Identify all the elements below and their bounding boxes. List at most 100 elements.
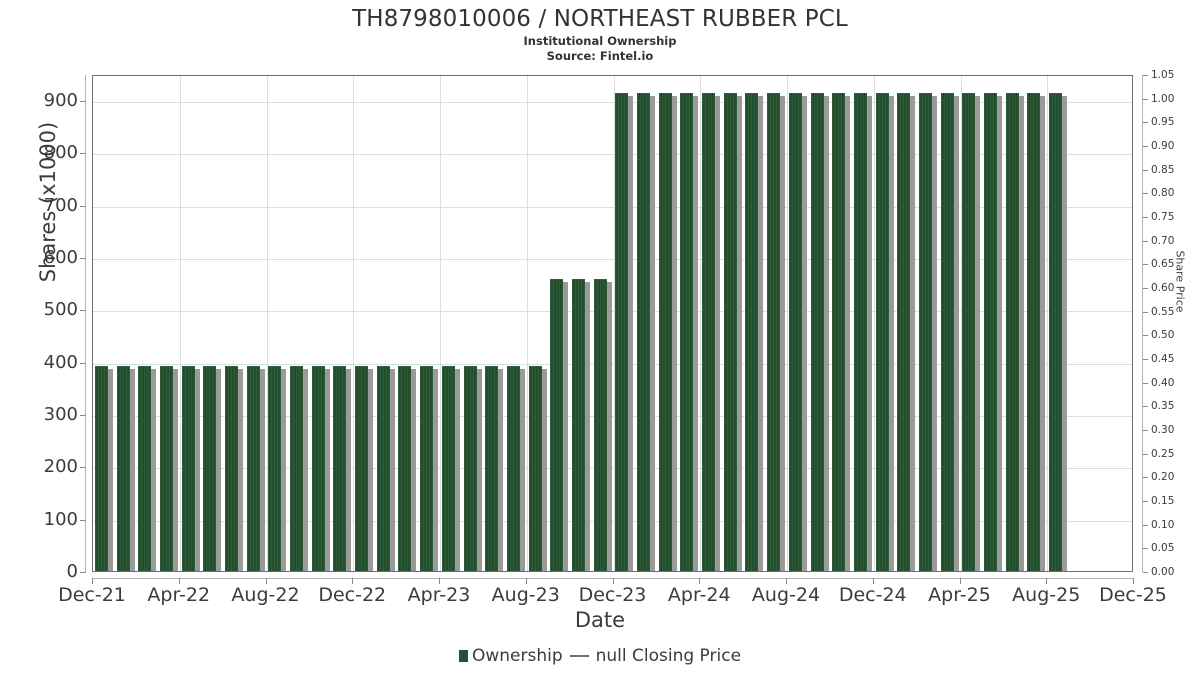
bar-body <box>658 93 672 571</box>
bar-shadow <box>151 368 157 571</box>
bar-shadow <box>736 96 742 571</box>
y-axis-right-tick <box>1143 572 1148 573</box>
bar[interactable] <box>181 365 200 571</box>
gridline-horizontal <box>93 154 1132 156</box>
bar[interactable] <box>159 365 178 571</box>
y-axis-right-tick-label: 0.90 <box>1151 140 1175 152</box>
bar[interactable] <box>940 93 959 571</box>
x-axis-tick-label: Dec-21 <box>58 584 126 606</box>
bar-shadow <box>650 96 656 571</box>
bar-body <box>918 93 932 571</box>
bar[interactable] <box>268 365 287 571</box>
bar[interactable] <box>355 365 374 571</box>
bar[interactable] <box>593 278 612 571</box>
bar[interactable] <box>637 93 656 571</box>
bar-shadow <box>845 96 851 571</box>
gridline-horizontal <box>93 102 1132 104</box>
bar-body <box>767 93 781 571</box>
bar[interactable] <box>550 278 569 571</box>
bar[interactable] <box>506 365 525 571</box>
gridline-vertical <box>179 76 181 571</box>
bar[interactable] <box>246 365 265 571</box>
bar-body <box>1049 93 1063 571</box>
bar-shadow <box>758 96 764 571</box>
bar-body <box>1027 93 1041 571</box>
gridline-vertical <box>1047 76 1049 571</box>
y-axis-right-tick-label: 0.15 <box>1151 495 1175 507</box>
x-axis-tick-label: Apr-25 <box>928 584 991 606</box>
bar-shadow <box>324 368 330 571</box>
bar[interactable] <box>832 93 851 571</box>
bar[interactable] <box>918 93 937 571</box>
bar-shadow <box>801 96 807 571</box>
bar[interactable] <box>615 93 634 571</box>
y-axis-right-tick <box>1143 501 1148 502</box>
bar[interactable] <box>333 365 352 571</box>
y-axis-right-line <box>1142 75 1143 572</box>
bar[interactable] <box>485 365 504 571</box>
bar[interactable] <box>984 93 1003 571</box>
bar[interactable] <box>723 93 742 571</box>
bar[interactable] <box>767 93 786 571</box>
bar-shadow <box>129 368 135 571</box>
gridline-horizontal <box>93 311 1132 313</box>
bar-body <box>485 365 499 571</box>
x-axis-tick <box>178 578 180 584</box>
bar[interactable] <box>463 365 482 571</box>
bar-series-ownership <box>93 76 1132 571</box>
bar[interactable] <box>853 93 872 571</box>
y-axis-right-tick <box>1143 311 1148 313</box>
bar-body <box>875 93 889 571</box>
y-axis-right-tick <box>1143 524 1148 526</box>
bar[interactable] <box>1049 93 1068 571</box>
bar[interactable] <box>1027 93 1046 571</box>
y-axis-right-tick <box>1143 122 1148 124</box>
bar[interactable] <box>658 93 677 571</box>
legend-label-closing-price: null Closing Price <box>595 646 742 666</box>
bar-body <box>311 365 325 571</box>
bar[interactable] <box>224 365 243 571</box>
bar[interactable] <box>810 93 829 571</box>
legend-label-ownership: Ownership <box>471 646 563 666</box>
bar[interactable] <box>420 365 439 571</box>
bar-body <box>615 93 629 571</box>
bar[interactable] <box>94 365 113 571</box>
bar[interactable] <box>962 93 981 571</box>
y-axis-right-tick <box>1143 288 1148 289</box>
y-axis-right-tick-label: 1.00 <box>1151 92 1175 105</box>
bar-body <box>506 365 520 571</box>
bar[interactable] <box>311 365 330 571</box>
bar[interactable] <box>290 365 309 571</box>
bar[interactable] <box>571 278 590 571</box>
bar[interactable] <box>1005 93 1024 571</box>
chart-subtitle: Institutional Ownership <box>523 34 677 48</box>
bar-body <box>94 365 108 571</box>
bar-shadow <box>259 368 265 571</box>
bar[interactable] <box>376 365 395 571</box>
bar-shadow <box>931 96 937 571</box>
bar-shadow <box>975 96 981 571</box>
bar[interactable] <box>138 365 157 571</box>
bar[interactable] <box>702 93 721 571</box>
bar-shadow <box>411 368 417 571</box>
bar[interactable] <box>875 93 894 571</box>
bar[interactable] <box>897 93 916 571</box>
bar[interactable] <box>441 365 460 571</box>
gridline-vertical <box>440 76 441 571</box>
y-axis-right-tick-label: 0.35 <box>1151 400 1175 413</box>
bar[interactable] <box>745 93 764 571</box>
y-axis-right-tick-label: 0.30 <box>1151 424 1175 436</box>
y-axis-left-tick-label: 500 <box>43 299 78 321</box>
y-axis-left-tick-label: 0 <box>66 561 78 582</box>
y-axis-left-tick <box>80 153 86 155</box>
bar[interactable] <box>203 365 222 571</box>
y-axis-right-tick-label: 0.40 <box>1151 376 1175 389</box>
bar[interactable] <box>116 365 135 571</box>
bar-body <box>203 365 217 571</box>
bar-shadow <box>1018 96 1024 571</box>
bar[interactable] <box>398 365 417 571</box>
bar[interactable] <box>680 93 699 571</box>
gridline-horizontal <box>93 468 1132 470</box>
bar[interactable] <box>788 93 807 571</box>
bar[interactable] <box>528 365 547 571</box>
